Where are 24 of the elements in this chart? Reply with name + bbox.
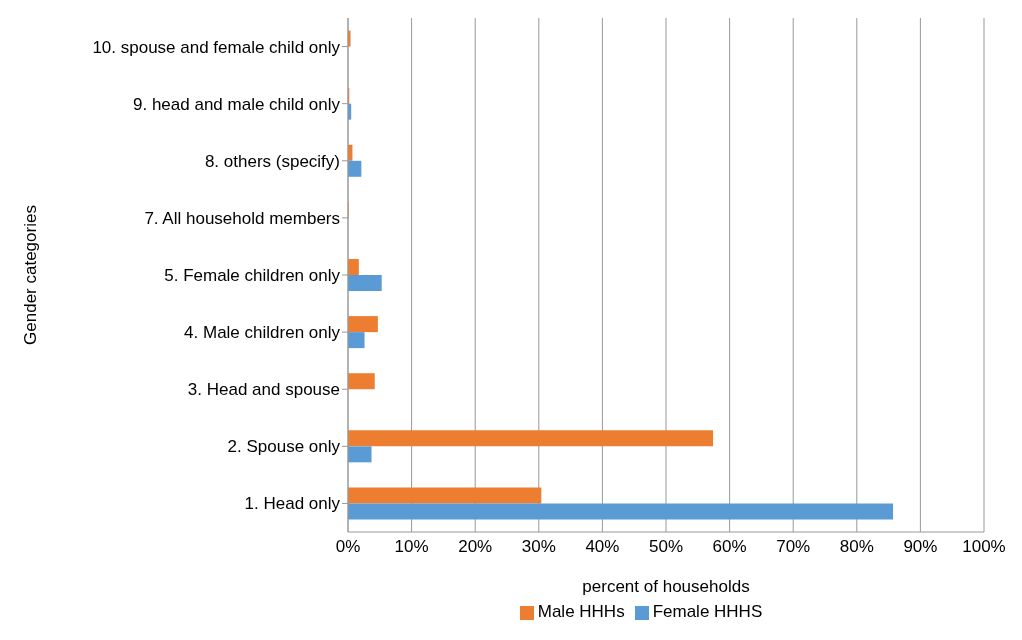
- x-tick-label: 40%: [585, 537, 620, 557]
- x-tick-label: 70%: [776, 537, 811, 557]
- y-axis-title: Gender categories: [21, 205, 41, 345]
- y-tick-label: 3. Head and spouse: [187, 380, 340, 400]
- x-tick-label: 10%: [394, 537, 429, 557]
- y-tick-label: 9. head and male child only: [133, 94, 341, 114]
- x-tick-label: 0%: [335, 537, 361, 557]
- x-tick-label: 20%: [458, 537, 493, 557]
- y-tick-label: 7. All household members: [144, 208, 340, 228]
- x-tick-label: 60%: [712, 537, 747, 557]
- y-tick-label: 2. Spouse only: [227, 437, 341, 457]
- y-tick-label: 10. spouse and female child only: [92, 37, 341, 57]
- x-tick-label: 50%: [648, 537, 684, 557]
- legend-label: Male HHHs: [537, 602, 625, 621]
- x-tick-label: 90%: [903, 537, 938, 557]
- y-tick-label: 8. others (specify): [204, 151, 340, 171]
- x-tick-label: 80%: [839, 537, 874, 557]
- y-tick-label: 5. Female children only: [164, 266, 341, 286]
- x-axis-title: percent of households: [582, 577, 750, 596]
- y-tick-label: 1. Head only: [244, 494, 341, 514]
- y-tick-label: 4. Male children only: [184, 323, 341, 343]
- x-tick-label: 30%: [521, 537, 556, 557]
- x-tick-label: 100%: [962, 537, 1006, 557]
- legend-label: Female HHHS: [652, 602, 763, 621]
